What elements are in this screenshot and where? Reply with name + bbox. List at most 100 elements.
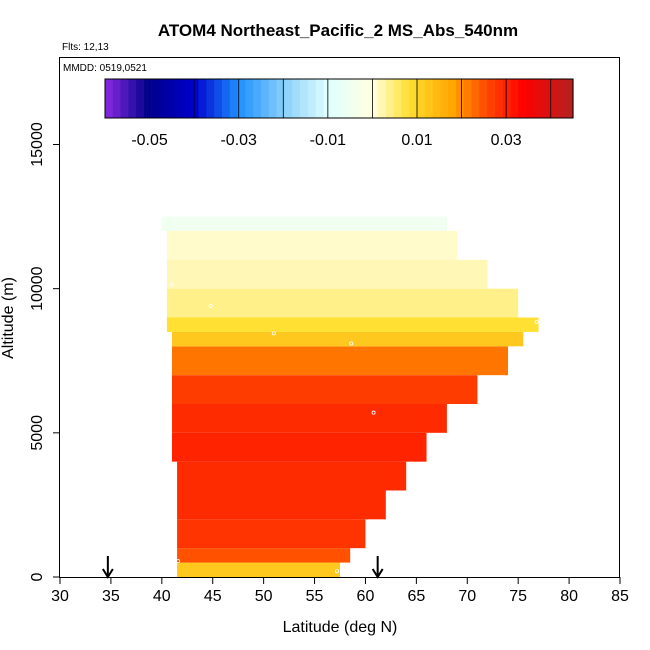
heatmap-cell-13 — [166, 231, 458, 260]
x-tick-label: 30 — [51, 588, 69, 605]
colorbar-swatch — [417, 79, 426, 118]
colorbar-tick-label: -0.05 — [131, 132, 168, 149]
colorbar-swatch — [253, 79, 262, 118]
colorbar-swatch — [261, 79, 270, 118]
heatmap-cell-4 — [177, 461, 407, 491]
colorbar-tick-label: -0.01 — [310, 132, 347, 149]
colorbar — [104, 78, 574, 119]
colorbar-swatch — [144, 79, 153, 118]
dates-label: MMDD: 0519,0521 — [63, 63, 147, 74]
colorbar-swatch — [534, 79, 543, 118]
colorbar-swatch — [541, 79, 551, 118]
y-tick-label: 10000 — [29, 266, 46, 311]
colorbar-swatch — [549, 79, 558, 118]
colorbar-swatch — [471, 79, 480, 118]
heatmap-cells — [161, 216, 539, 577]
marker-3 — [349, 341, 354, 346]
colorbar-swatch — [245, 79, 254, 118]
y-axis-label: Altitude (m) — [0, 277, 17, 359]
flights-label: Flts: 12,13 — [62, 42, 109, 53]
colorbar-swatch — [237, 79, 246, 118]
colorbar-swatch — [440, 79, 449, 118]
colorbar-swatch — [190, 79, 200, 118]
marker-7 — [534, 319, 539, 324]
marker-0 — [169, 282, 174, 287]
colorbar-swatch — [510, 79, 519, 118]
data-markers — [169, 282, 539, 574]
colorbar-swatch — [151, 79, 161, 118]
colorbar-swatch — [354, 79, 363, 118]
colorbar-swatch — [175, 79, 184, 118]
marker-2 — [271, 331, 276, 336]
colorbar-swatch — [214, 79, 223, 118]
heatmap-cell-3 — [177, 490, 386, 520]
colorbar-swatch — [370, 79, 379, 118]
heatmap-cell-9 — [172, 331, 524, 347]
colorbar-swatch — [378, 79, 387, 118]
colorbar-frame — [104, 78, 574, 119]
heatmap-cell-10 — [166, 317, 539, 332]
colorbar-swatch — [487, 79, 496, 118]
colorbar-swatch — [339, 79, 348, 118]
colorbar-tick-label: 0.01 — [401, 132, 432, 149]
heatmap-cell-2 — [177, 519, 366, 549]
marker-5 — [176, 559, 181, 564]
colorbar-swatch — [128, 79, 137, 118]
colorbar-swatch — [292, 79, 301, 118]
colorbar-swatch — [268, 79, 278, 118]
marker-4 — [371, 410, 376, 415]
colorbar-swatch — [479, 79, 488, 118]
colorbar-swatch — [463, 79, 473, 118]
colorbar-swatch — [362, 79, 371, 118]
colorbar-swatch — [432, 79, 441, 118]
colorbar-swatch — [167, 79, 176, 118]
colorbar-swatch — [448, 79, 457, 118]
heatmap-cell-12 — [166, 259, 488, 289]
heatmap-cell-5 — [172, 432, 427, 462]
y-tick-label: 5000 — [29, 415, 46, 451]
colorbar-swatch — [518, 79, 527, 118]
x-tick-label: 35 — [102, 588, 120, 605]
marker-6 — [334, 569, 339, 574]
x-tick-label: 50 — [255, 588, 273, 605]
heatmap-cell-8 — [172, 346, 508, 376]
colorbar-swatch — [565, 79, 574, 118]
colorbar-swatch — [300, 79, 309, 118]
heatmap-cell-6 — [172, 404, 447, 433]
colorbar-swatch — [409, 79, 418, 118]
colorbar-swatch — [331, 79, 340, 118]
colorbar-swatch — [495, 79, 504, 118]
heatmap-cell-1 — [177, 548, 351, 563]
colorbar-swatch — [526, 79, 535, 118]
colorbar-swatch — [198, 79, 207, 118]
chart-title: ATOM4 Northeast_Pacific_2 MS_Abs_540nm — [158, 21, 518, 40]
heatmap-cell-0 — [177, 562, 340, 577]
x-tick-label: 60 — [357, 588, 375, 605]
colorbar-tick-label: -0.03 — [220, 132, 257, 149]
x-axis: 30 35 40 45 50 55 60 65 70 75 80 85 — [51, 577, 629, 605]
colorbar-swatch — [393, 79, 402, 118]
colorbar-swatch — [456, 79, 465, 118]
y-tick-label: 15000 — [29, 122, 46, 167]
colorbar-swatch — [159, 79, 168, 118]
arrow-0 — [102, 556, 114, 579]
y-tick-label: 0 — [29, 572, 46, 581]
x-tick-label: 40 — [153, 588, 171, 605]
heatmap-cell-11 — [166, 288, 519, 318]
x-tick-label: 45 — [204, 588, 222, 605]
colorbar-swatch — [284, 79, 293, 118]
colorbar-swatch — [315, 79, 324, 118]
colorbar-swatch — [276, 79, 285, 118]
marker-1 — [208, 303, 213, 308]
x-axis-label: Latitude (deg N) — [283, 619, 398, 636]
y-axis: 0 5000 10000 15000 — [29, 122, 60, 581]
colorbar-swatch — [136, 79, 145, 118]
arrow-1 — [371, 556, 384, 579]
colorbar-swatch — [557, 79, 566, 118]
colorbar-tick-labels: -0.05 -0.03 -0.01 0.01 0.03 — [131, 132, 521, 149]
x-tick-label: 85 — [611, 588, 629, 605]
colorbar-swatch — [222, 79, 231, 118]
x-tick-label: 65 — [407, 588, 425, 605]
colorbar-swatch — [183, 79, 192, 118]
